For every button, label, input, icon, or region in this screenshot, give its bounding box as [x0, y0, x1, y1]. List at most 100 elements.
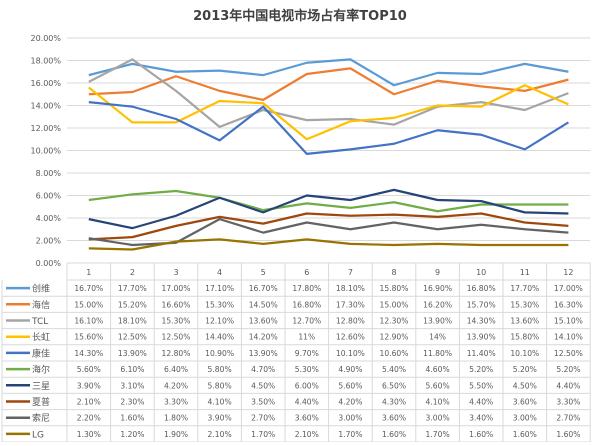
table-cell: 15.00% [74, 300, 103, 309]
table-cell: 11.40% [467, 349, 496, 358]
table-cell: 5.20% [556, 365, 580, 374]
x-tick-label: 8 [391, 268, 396, 277]
legend-label: 康佳 [32, 347, 50, 359]
table-cell: 16.80% [292, 300, 321, 309]
table-cell: 1.60% [382, 430, 406, 439]
x-tick-label: 10 [476, 268, 486, 277]
legend-label: 海尔 [32, 364, 50, 376]
legend-label: 创维 [32, 283, 50, 295]
table-cell: 18.10% [336, 284, 365, 293]
table-cell: 16.30% [554, 300, 583, 309]
table-cell: 6.10% [120, 365, 144, 374]
table-cell: 2.10% [295, 430, 319, 439]
table-cell: 3.30% [556, 398, 580, 407]
table-cell: 4.20% [164, 381, 188, 390]
table-cell: 1.80% [164, 414, 188, 423]
table-cell: 12.50% [554, 349, 583, 358]
series-line-夏普 [88, 212, 569, 241]
x-tick-label: 3 [173, 268, 178, 277]
table-cell: 1.70% [251, 430, 275, 439]
table-cell: 5.60% [426, 381, 450, 390]
table-cell: 16.90% [423, 284, 452, 293]
table-cell: 17.70% [118, 284, 147, 293]
table-cell: 18.10% [118, 317, 147, 326]
table-cell: 5.60% [77, 365, 101, 374]
table-cell: 3.60% [513, 398, 537, 407]
table-cell: 2.20% [77, 414, 101, 423]
table-cell: 1.30% [77, 430, 101, 439]
table-cell: 3.30% [164, 398, 188, 407]
table-cell: 9.70% [295, 349, 319, 358]
table-cell: 1.60% [469, 430, 493, 439]
table-cell: 4.50% [513, 381, 537, 390]
table-cell: 5.20% [469, 365, 493, 374]
table-cell: 3.40% [469, 414, 493, 423]
table-cell: 4.70% [251, 365, 275, 374]
series-line-康佳 [88, 101, 569, 155]
table-cell: 15.60% [74, 333, 103, 342]
table-cell: 11.80% [423, 349, 452, 358]
table-cell: 17.00% [554, 284, 583, 293]
table-cell: 2.30% [120, 398, 144, 407]
legend-label: 夏普 [32, 396, 50, 408]
y-tick-label: 14.00% [30, 102, 61, 111]
table-cell: 4.10% [426, 398, 450, 407]
y-tick-label: 2.00% [36, 237, 62, 246]
table-cell: 17.80% [292, 284, 321, 293]
table-cell: 14.40% [205, 333, 234, 342]
table-cell: 14.30% [467, 317, 496, 326]
series-line-长虹 [88, 84, 569, 141]
series-line-三星 [88, 188, 569, 230]
table-cell: 12.10% [205, 317, 234, 326]
x-tick-label: 7 [348, 268, 353, 277]
table-cell: 16.10% [74, 317, 103, 326]
legend-label: 三星 [32, 381, 50, 392]
table-cell: 2.10% [77, 398, 101, 407]
x-tick-label: 9 [435, 268, 440, 277]
table-cell: 5.60% [338, 381, 362, 390]
series-line-LG [88, 238, 569, 251]
y-tick-label: 16.00% [30, 79, 61, 88]
table-cell: 4.50% [251, 381, 275, 390]
table-cell: 14.50% [249, 300, 278, 309]
table-cell: 2.70% [251, 414, 275, 423]
table-cell: 1.70% [338, 430, 362, 439]
table-cell: 6.00% [295, 381, 319, 390]
x-tick-label: 1 [86, 268, 91, 277]
legend-label: 长虹 [32, 331, 50, 343]
table-cell: 16.70% [249, 284, 278, 293]
table-cell: 15.80% [510, 333, 539, 342]
table-cell: 4.60% [426, 365, 450, 374]
table-cell: 3.60% [382, 414, 406, 423]
table-cell: 4.10% [208, 398, 232, 407]
table-cell: 17.70% [510, 284, 539, 293]
table-cell: 13.90% [423, 317, 452, 326]
table-cell: 16.80% [467, 284, 496, 293]
y-tick-label: 4.00% [36, 214, 62, 223]
table-cell: 1.60% [513, 430, 537, 439]
table-cell: 11% [298, 333, 315, 342]
legend-label: 海信 [32, 299, 50, 311]
legend-label: 索尼 [32, 412, 50, 424]
table-cell: 14% [429, 333, 446, 342]
table-cell: 3.10% [120, 381, 144, 390]
table-cell: 1.70% [426, 430, 450, 439]
table-cell: 15.20% [118, 300, 147, 309]
table-cell: 17.30% [336, 300, 365, 309]
table-cell: 3.00% [338, 414, 362, 423]
table-cell: 3.60% [295, 414, 319, 423]
table-cell: 12.30% [380, 317, 409, 326]
series-line-海尔 [88, 189, 569, 213]
y-tick-label: 8.00% [36, 169, 62, 178]
y-tick-label: 20.00% [30, 34, 61, 43]
table-cell: 15.30% [205, 300, 234, 309]
table-cell: 12.50% [162, 333, 191, 342]
table-cell: 1.90% [164, 430, 188, 439]
table-cell: 12.80% [336, 317, 365, 326]
table-cell: 4.30% [382, 398, 406, 407]
table-cell: 3.00% [426, 414, 450, 423]
legend-label: TCL [31, 317, 48, 327]
table-cell: 1.60% [120, 414, 144, 423]
table-cell: 1.20% [120, 430, 144, 439]
table-cell: 12.80% [162, 349, 191, 358]
